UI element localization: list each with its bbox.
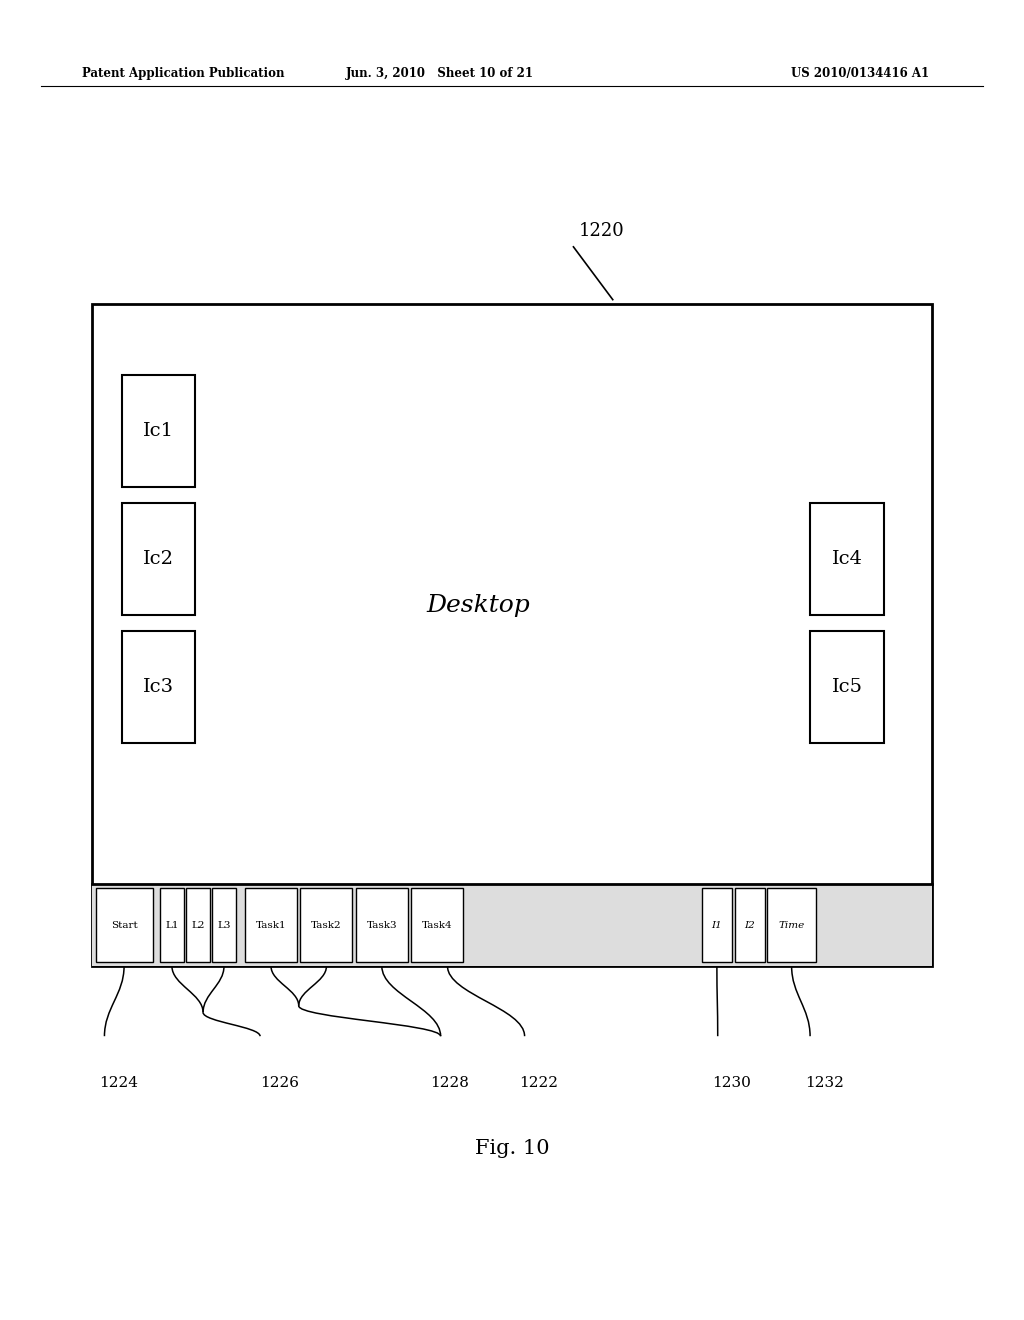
Bar (701, 888, 732, 962)
Text: L2: L2 (191, 921, 205, 929)
Text: Desktop: Desktop (427, 594, 530, 618)
Text: Ic1: Ic1 (143, 422, 174, 441)
Text: 1224: 1224 (99, 1076, 138, 1090)
Text: I2: I2 (744, 921, 755, 929)
Text: 1226: 1226 (260, 1076, 299, 1090)
Bar (212, 888, 236, 962)
Bar (122, 375, 196, 487)
Text: Task2: Task2 (311, 921, 342, 929)
Text: Patent Application Publication: Patent Application Publication (82, 67, 285, 81)
Bar (810, 503, 884, 615)
Text: L1: L1 (165, 921, 178, 929)
Bar (734, 888, 765, 962)
Text: 1222: 1222 (519, 1076, 558, 1090)
Text: Time: Time (778, 921, 805, 929)
Bar (810, 631, 884, 743)
Text: US 2010/0134416 A1: US 2010/0134416 A1 (792, 67, 929, 81)
Bar (160, 888, 183, 962)
Text: Ic4: Ic4 (831, 550, 862, 568)
Text: Jun. 3, 2010   Sheet 10 of 21: Jun. 3, 2010 Sheet 10 of 21 (346, 67, 535, 81)
Bar (355, 888, 408, 962)
Text: I1: I1 (712, 921, 722, 929)
Text: Ic2: Ic2 (143, 550, 174, 568)
Text: Ic5: Ic5 (831, 678, 862, 696)
Text: Ic3: Ic3 (143, 678, 174, 696)
Bar (122, 503, 196, 615)
Bar (95, 888, 153, 962)
Text: Start: Start (111, 921, 137, 929)
Bar (245, 888, 297, 962)
Bar (92, 304, 932, 966)
Text: 1220: 1220 (579, 222, 625, 240)
Bar (186, 888, 210, 962)
Text: 1228: 1228 (430, 1076, 469, 1090)
Bar (767, 888, 816, 962)
Text: Fig. 10: Fig. 10 (475, 1139, 549, 1158)
Text: L3: L3 (217, 921, 230, 929)
Text: Task4: Task4 (422, 921, 453, 929)
Bar (300, 888, 352, 962)
Text: 1230: 1230 (713, 1076, 752, 1090)
Bar (92, 884, 932, 966)
Bar (122, 631, 196, 743)
Bar (412, 888, 463, 962)
Text: 1232: 1232 (805, 1076, 844, 1090)
Text: Task3: Task3 (367, 921, 397, 929)
Text: Task1: Task1 (256, 921, 287, 929)
